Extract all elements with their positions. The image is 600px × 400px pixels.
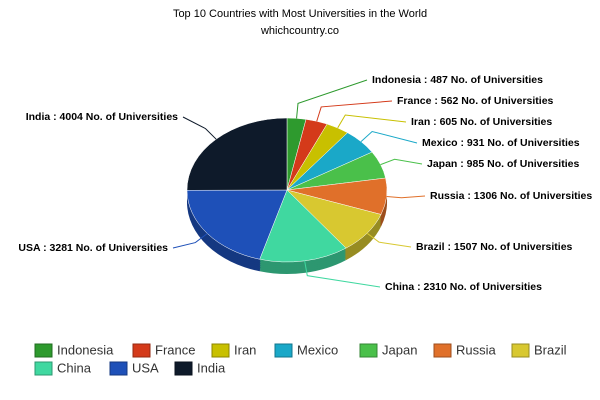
legend-label: Russia: [456, 342, 497, 357]
chart-title: Top 10 Countries with Most Universities …: [173, 8, 427, 20]
legend-label: Mexico: [297, 342, 338, 357]
leader-line: [337, 114, 407, 129]
data-label: Indonesia : 487 No. of Universities: [372, 74, 543, 86]
legend-swatch: [359, 343, 378, 358]
legend-label: Iran: [234, 342, 256, 357]
leader-line: [182, 116, 217, 140]
data-label: France : 562 No. of Universities: [397, 95, 554, 107]
legend-swatch: [132, 343, 151, 358]
legend-label: India: [197, 360, 226, 375]
leader-line: [172, 233, 208, 249]
leader-line: [366, 232, 412, 248]
slice: [259, 189, 347, 263]
legend-label: France: [155, 342, 195, 357]
legend-label: China: [57, 360, 92, 375]
leader-line: [360, 130, 418, 144]
legend-swatch: [433, 343, 452, 358]
data-label: USA : 3281 No. of Universities: [18, 242, 168, 254]
legend-label: Indonesia: [57, 342, 114, 357]
legend-swatch: [34, 343, 53, 358]
legend-swatch: [174, 361, 193, 376]
leader-line: [380, 158, 423, 166]
data-label: Mexico : 931 No. of Universities: [422, 137, 580, 149]
leader-line: [304, 260, 381, 288]
leader-line: [296, 79, 368, 119]
legend-swatch: [34, 361, 53, 376]
legend-swatch: [511, 343, 530, 358]
legend-swatch: [211, 343, 230, 358]
slice: [186, 117, 288, 191]
legend-swatch: [109, 361, 128, 376]
legend-label: Japan: [382, 342, 417, 357]
legend-label: USA: [132, 360, 159, 375]
legend-swatch: [274, 343, 293, 358]
data-label: Brazil : 1507 No. of Universities: [416, 241, 573, 253]
data-label: Russia : 1306 No. of Universities: [430, 190, 592, 202]
data-label: Japan : 985 No. of Universities: [427, 158, 579, 170]
leader-line: [316, 100, 393, 122]
legend-label: Brazil: [534, 342, 567, 357]
data-label: India : 4004 No. of Universities: [26, 111, 178, 123]
data-label: Iran : 605 No. of Universities: [411, 116, 552, 128]
leader-line: [386, 195, 426, 199]
chart-subtitle: whichcountry.co: [260, 25, 339, 37]
data-label: China : 2310 No. of Universities: [385, 281, 542, 293]
